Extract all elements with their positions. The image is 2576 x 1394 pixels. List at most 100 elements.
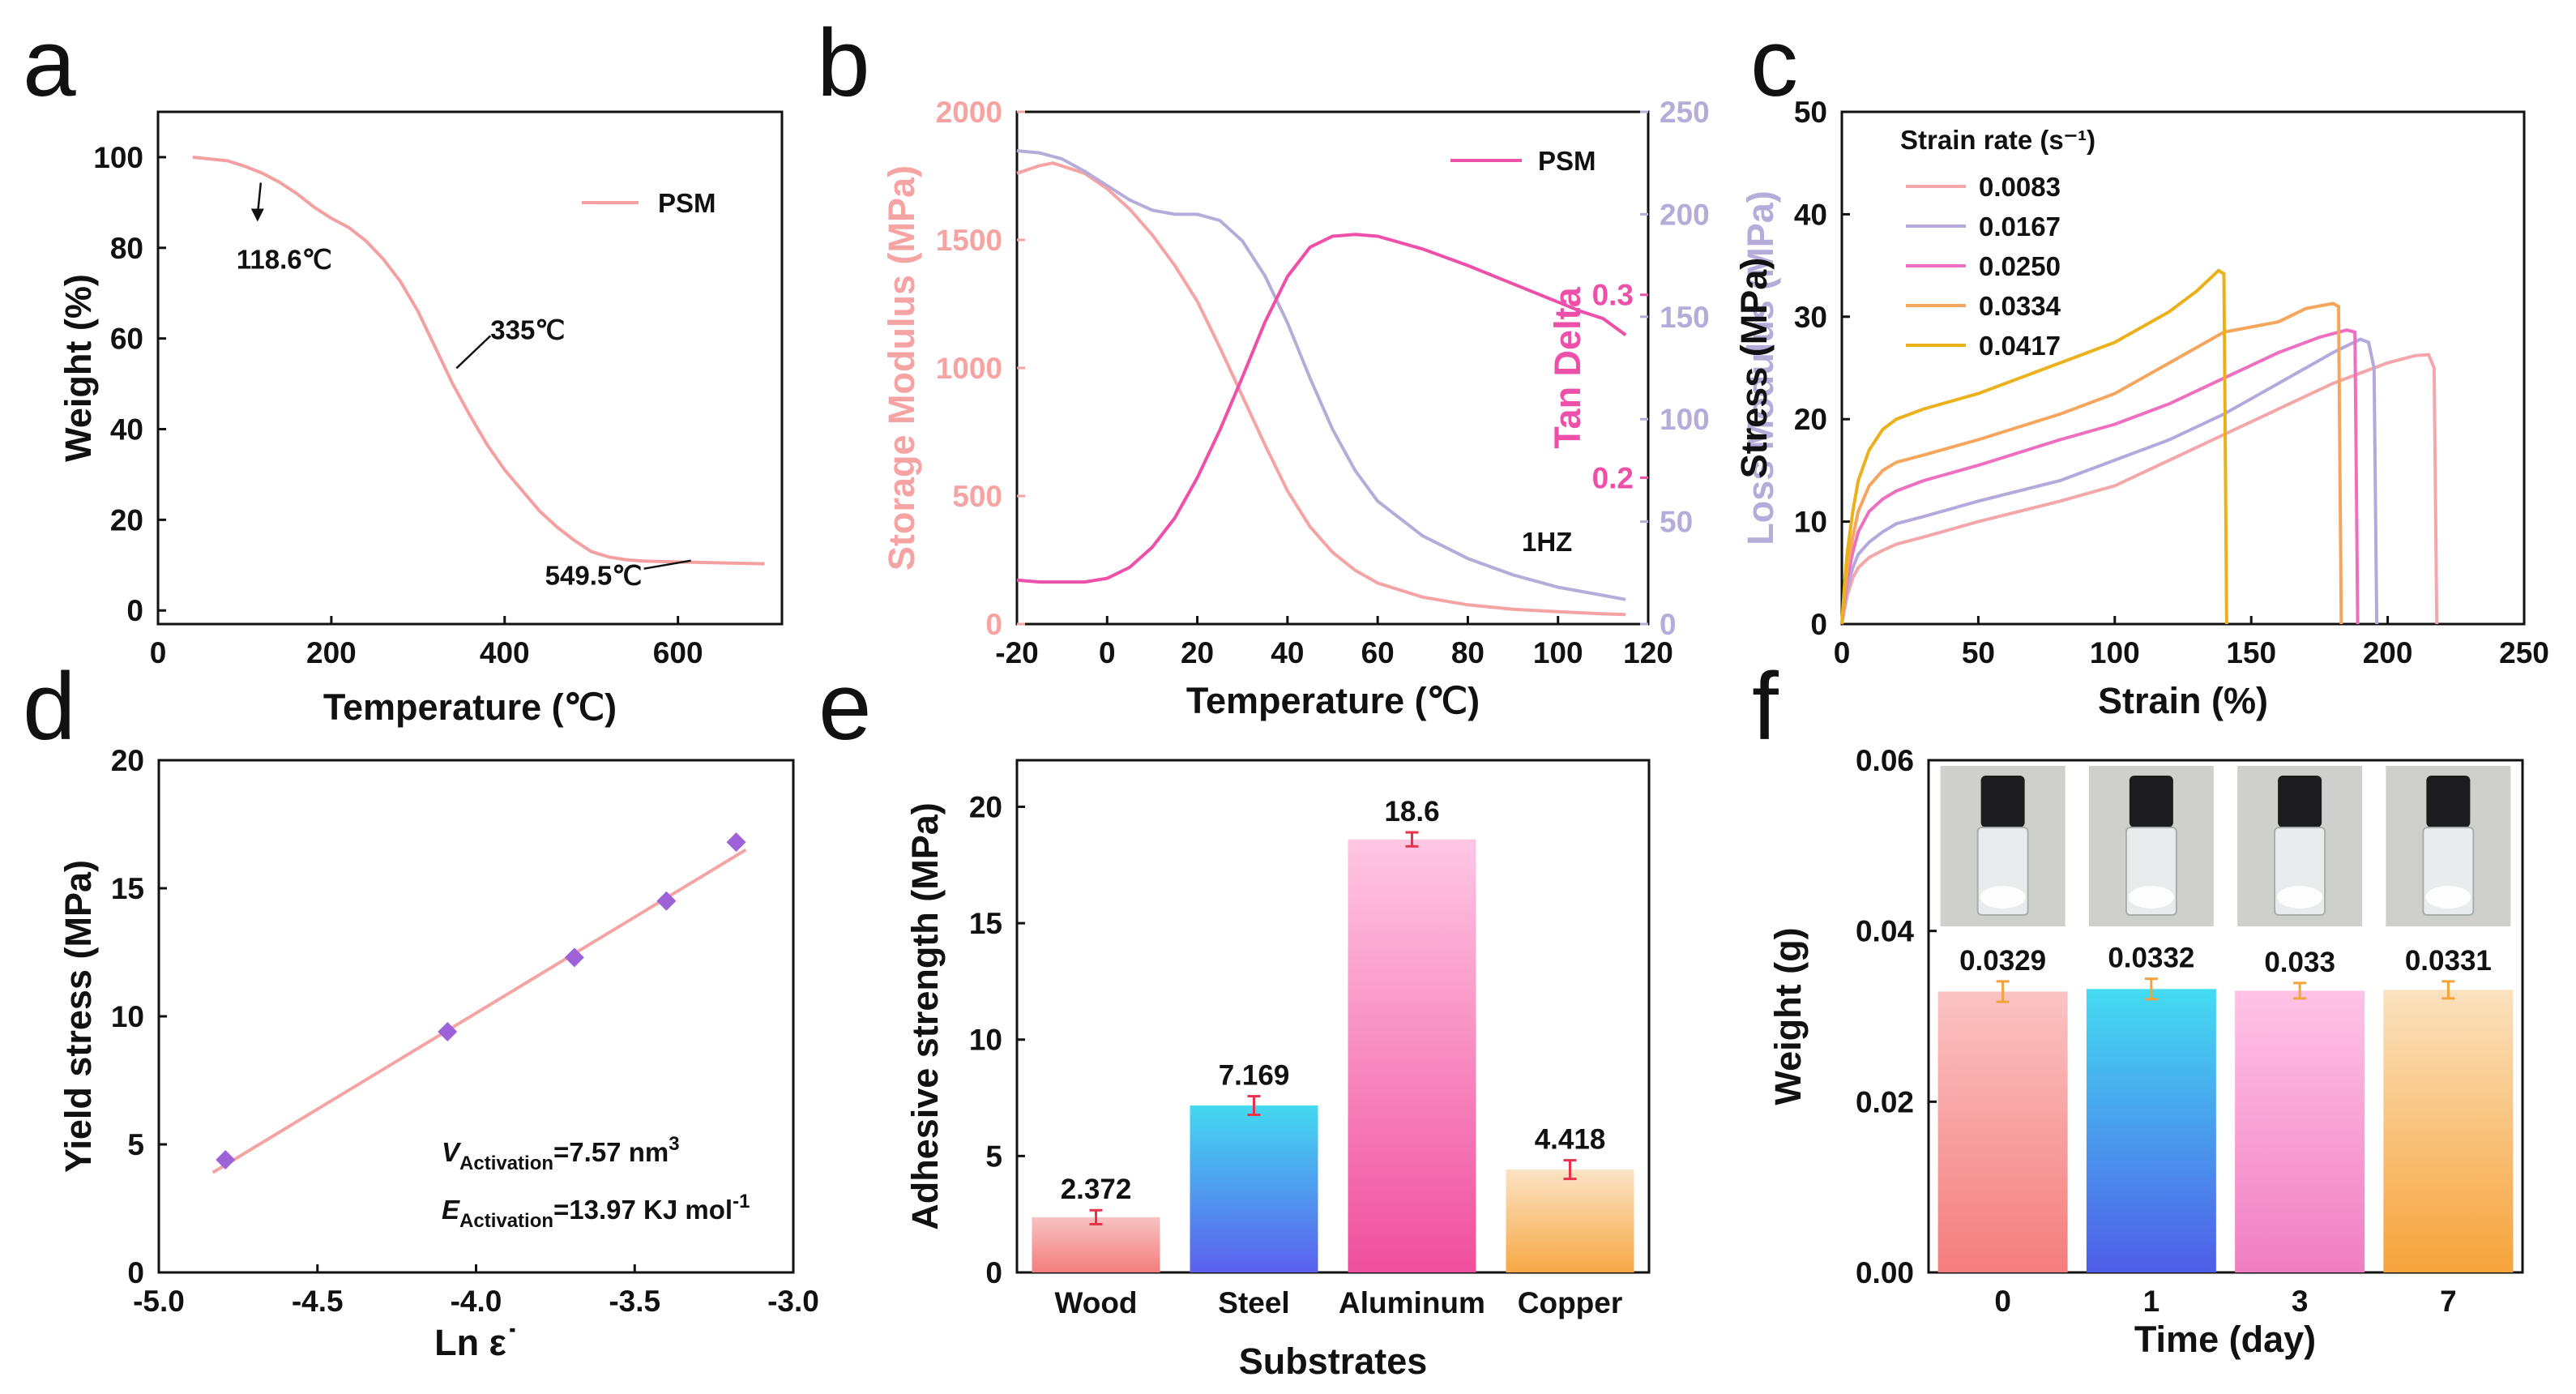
panel-d-yield-stress-chart: d -5.0 -4.5 -4.0 -3.5 -3.0 0 5 10 15 20 Ln ε˙ Yie…	[23, 653, 819, 1363]
panel-f-value-label-day-7: 0.0331	[2405, 945, 2492, 977]
panel-f-frame	[1927, 759, 2524, 1274]
panel-a-tga-chart: a 0 200 400 600 0 20 40 60 80 100 Temperature (℃)…	[23, 10, 784, 728]
panel-d-ytick-label: 10	[111, 1000, 144, 1033]
panel-d-xtick-label: -4.5	[292, 1285, 344, 1318]
panel-b-tandelta-tick-label: 0.3	[1592, 279, 1634, 312]
panel-c-series-0.0250	[1840, 328, 2360, 625]
panel-f-xlabel: Time (day)	[2134, 1319, 2316, 1360]
panel-d-ytick-label: 5	[127, 1128, 144, 1161]
panel-a-arrowhead-1	[250, 208, 264, 222]
panel-a-series-psm	[192, 155, 765, 566]
panel-c-ytick-label: 40	[1794, 198, 1827, 231]
panel-a-label: a	[23, 10, 76, 117]
panel-e-frame	[1015, 759, 1651, 1274]
panel-b-loss-tick-label: 50	[1660, 506, 1693, 539]
panel-f-vial-cap	[2426, 776, 2471, 827]
panel-a-annotation-2: 335℃	[490, 314, 565, 344]
panel-b-xtick-label: -20	[995, 636, 1038, 669]
panel-e-bar-copper	[1506, 1170, 1634, 1272]
panel-d-ytick-label: 15	[111, 872, 144, 905]
panel-b-loss-tick-label: 250	[1660, 96, 1710, 129]
panel-b-tandelta-label: Tan Delta	[1547, 286, 1588, 448]
panel-c-legend-title: Strain rate (s⁻¹)	[1900, 125, 2095, 155]
panel-b-series-loss	[1016, 149, 1626, 601]
panel-d-data-point	[216, 1149, 236, 1170]
panel-f-vial-cap	[2278, 776, 2322, 827]
panel-b-storage-label: Storage Modulus (MPa)	[881, 165, 922, 571]
panel-e-ytick-label: 5	[985, 1140, 1002, 1173]
panel-f-vial-photo-day-3	[2237, 766, 2363, 926]
panel-b-annotation: 1HZ	[1522, 527, 1572, 557]
panel-f-ylabel: Weight (g)	[1767, 927, 1809, 1105]
panel-c-ytick-label: 0	[1810, 608, 1827, 641]
panel-c-legend-label-0.0417: 0.0417	[1979, 331, 2061, 361]
panel-b-xtick-label: 20	[1181, 636, 1214, 669]
panel-d-xlabel: Ln ε˙	[434, 1322, 519, 1363]
panel-f-weight-chart: f 0.00 0.02 0.04 0.06 0 1 3 7 0.0329 0.0332 0.033…	[1752, 653, 2524, 1360]
panel-d-xtick-label: -4.0	[451, 1285, 502, 1318]
panel-b-series-tandelta	[1016, 233, 1627, 584]
panel-e-xtick-label-copper: Copper	[1518, 1286, 1623, 1319]
panel-f-ytick-label: 0.00	[1856, 1256, 1914, 1289]
panel-b-xtick-label: 60	[1361, 636, 1395, 669]
panel-f-vial-photo-day-1	[2088, 766, 2214, 926]
panel-f-vial-cap	[1980, 776, 2025, 827]
panel-f-value-label-day-0: 0.0329	[1959, 945, 2046, 977]
panel-c-legend-label-0.0250: 0.0250	[1979, 251, 2061, 281]
panel-c-ylabel: Stress (MPa)	[1733, 258, 1775, 479]
panel-e-bar-aluminum	[1348, 839, 1476, 1272]
panel-e-xlabel: Substrates	[1239, 1341, 1428, 1382]
panel-b-xtick-label: 0	[1099, 636, 1116, 669]
panel-a-annotation-3: 549.5℃	[545, 561, 643, 591]
panel-a-xtick-label: 0	[150, 636, 167, 669]
panel-a-ytick-label: 0	[126, 594, 143, 627]
panel-a-xtick-label: 600	[653, 636, 703, 669]
panel-b-series-storage	[1016, 161, 1626, 617]
panel-f-ytick-label: 0.06	[1856, 744, 1914, 777]
panel-d-data-point	[564, 947, 584, 968]
panel-c-xtick-label: 250	[2499, 636, 2549, 669]
panel-b-storage-tick-label: 1500	[936, 224, 1002, 257]
panel-b-loss-tick-label: 200	[1660, 198, 1710, 231]
panel-b-xtick-label: 40	[1271, 636, 1304, 669]
panel-a-frame	[156, 110, 784, 626]
panel-a-ytick-label: 80	[110, 232, 143, 265]
panel-c-legend-label-0.0167: 0.0167	[1979, 212, 2061, 242]
panel-f-vial-photo-day-7	[2386, 766, 2511, 926]
panel-c-ytick-label: 50	[1794, 96, 1827, 129]
panel-e-label: e	[818, 653, 872, 760]
panel-f-bar-day-0	[1937, 991, 2068, 1272]
panel-e-value-label-wood: 2.372	[1061, 1174, 1132, 1205]
panel-c-xtick-label: 50	[1962, 636, 1995, 669]
panel-e-xtick-label-aluminum: Aluminum	[1339, 1286, 1485, 1319]
panel-c-legend-label-0.0083: 0.0083	[1979, 172, 2061, 202]
panel-c-series-0.0417	[1840, 268, 2228, 625]
panel-f-ytick-label: 0.02	[1856, 1085, 1914, 1118]
panel-b-legend-label: PSM	[1538, 146, 1596, 176]
panel-c-ytick-label: 30	[1794, 301, 1827, 334]
panel-e-value-label-copper: 4.418	[1535, 1124, 1606, 1156]
panel-a-ylabel: Weight (%)	[58, 274, 99, 462]
panel-b-xtick-label: 80	[1451, 636, 1485, 669]
panel-a-ytick-label: 100	[93, 141, 143, 174]
panel-b-tandelta-tick-label: 0.2	[1592, 461, 1634, 494]
panel-f-vial-sediment	[2425, 886, 2471, 909]
panel-e-ytick-label: 20	[969, 790, 1002, 823]
panel-c-ytick-label: 10	[1794, 506, 1827, 539]
panel-e-adhesive-chart: e 0 5 10 15 20 Wood Steel Aluminum Copper 2.372 7…	[818, 653, 1651, 1382]
panel-a-ytick-label: 60	[110, 323, 143, 356]
panel-c-xtick-label: 0	[1834, 636, 1851, 669]
panel-c-legend-label-0.0334: 0.0334	[1979, 291, 2061, 321]
panel-a-xtick-label: 200	[306, 636, 357, 669]
panel-d-fit-line	[211, 848, 747, 1174]
panel-c-xtick-label: 200	[2363, 636, 2413, 669]
panel-b-dma-chart: b -20 0 20 40 60 80 100 12005001000150020000501…	[817, 10, 1781, 721]
panel-f-xtick-label-day-1: 1	[2143, 1285, 2160, 1318]
panel-f-vial-sediment	[2277, 886, 2323, 909]
panel-a-ytick-label: 20	[110, 503, 143, 537]
panel-d-xtick-label: -5.0	[133, 1285, 185, 1318]
panel-b-label: b	[817, 10, 870, 117]
panel-f-xtick-label-day-3: 3	[2292, 1285, 2309, 1318]
panel-d-xtick-label: -3.0	[767, 1285, 819, 1318]
